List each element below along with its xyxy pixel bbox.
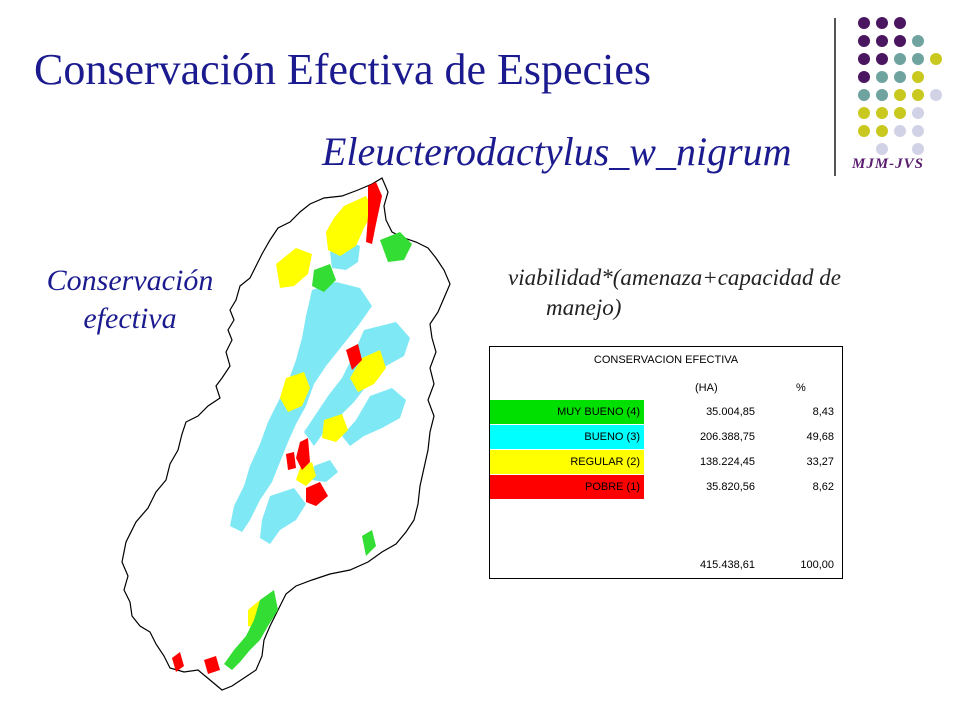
table-row: MUY BUENO (4) 35.004,85 8,43 xyxy=(490,400,842,424)
map-label: Conservación efectiva xyxy=(20,262,240,338)
col-pct-header: % xyxy=(796,382,806,394)
dot-logo xyxy=(858,17,942,155)
pct-cell: 8,43 xyxy=(812,406,834,418)
slide-title: Conservación Efectiva de Especies xyxy=(34,45,651,94)
table-row: POBRE (1) 35.820,56 8,62 xyxy=(490,475,842,499)
muy-bueno-patches xyxy=(224,232,412,670)
map-label-line2: efectiva xyxy=(83,302,177,335)
formula-text: viabilidad*(amenaza+capacidad de manejo) xyxy=(508,263,908,323)
pobre-patches xyxy=(172,182,382,674)
ha-cell: 35.820,56 xyxy=(706,481,755,493)
formula-line1: viabilidad*(amenaza+capacidad de xyxy=(508,265,841,290)
logo-dots xyxy=(858,17,942,155)
total-ha: 415.438,61 xyxy=(699,559,755,571)
col-ha-header: (HA) xyxy=(695,382,718,394)
pct-cell: 49,68 xyxy=(806,431,834,443)
total-pct: 100,00 xyxy=(800,559,834,571)
ha-cell: 138.224,45 xyxy=(699,456,755,468)
formula-line2: manejo) xyxy=(546,295,622,320)
category-cell: MUY BUENO (4) xyxy=(490,400,644,424)
species-name: Eleucterodactylus_w_nigrum xyxy=(322,129,792,174)
ha-cell: 206.388,75 xyxy=(699,431,755,443)
pct-cell: 33,27 xyxy=(806,456,834,468)
table-row: REGULAR (2) 138.224,45 33,27 xyxy=(490,450,842,474)
conservation-map xyxy=(121,177,451,691)
logo-text: MJM-JVS xyxy=(852,156,925,172)
table-header: CONSERVACION EFECTIVA xyxy=(593,354,739,366)
map-label-line1: Conservación xyxy=(46,264,214,297)
category-cell: POBRE (1) xyxy=(490,475,644,499)
table-row: BUENO (3) 206.388,75 49,68 xyxy=(490,425,842,449)
conservation-table: CONSERVACION EFECTIVA (HA) % MUY BUENO (… xyxy=(489,346,843,579)
logo-divider xyxy=(834,18,836,176)
category-cell: BUENO (3) xyxy=(490,425,644,449)
pct-cell: 8,62 xyxy=(812,481,834,493)
ha-cell: 35.004,85 xyxy=(706,406,755,418)
category-cell: REGULAR (2) xyxy=(490,450,644,474)
